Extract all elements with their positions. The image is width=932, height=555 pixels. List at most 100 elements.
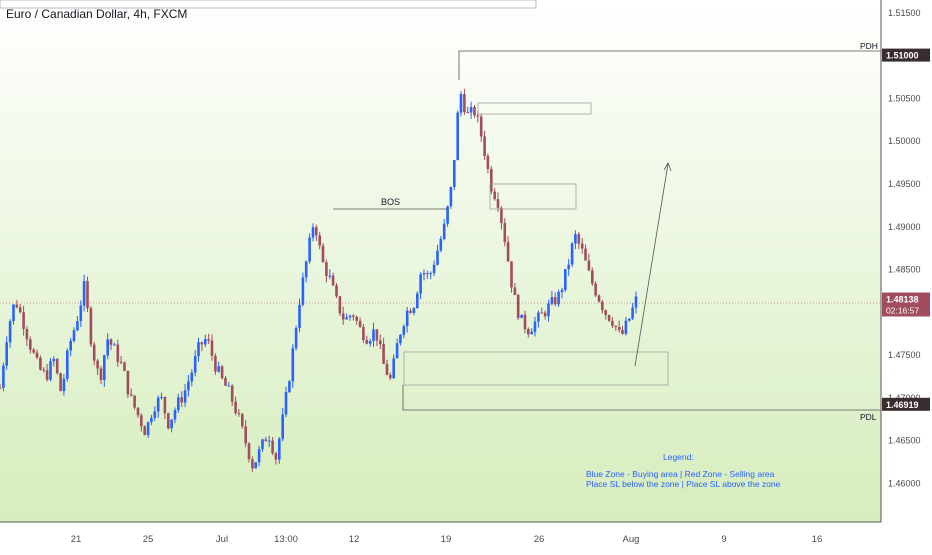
candle-body bbox=[574, 234, 577, 244]
candle-body bbox=[426, 273, 429, 274]
candle-body bbox=[621, 330, 624, 334]
candle-body bbox=[204, 339, 207, 345]
candle-body bbox=[372, 329, 375, 341]
candle-body bbox=[459, 94, 463, 113]
candle-body bbox=[537, 312, 540, 322]
bos-label: BOS bbox=[381, 197, 400, 207]
candle-body bbox=[597, 295, 601, 302]
candle-body bbox=[32, 349, 35, 353]
price-axis[interactable] bbox=[881, 0, 932, 550]
current-price-box bbox=[882, 292, 930, 317]
candle-body bbox=[69, 340, 72, 351]
candle-body bbox=[116, 344, 120, 362]
legend-heading: Legend: bbox=[663, 452, 694, 462]
candle-body bbox=[86, 281, 89, 309]
candle-body bbox=[197, 342, 200, 357]
candle-body bbox=[156, 397, 160, 412]
candle-body bbox=[308, 237, 311, 262]
candle-body bbox=[301, 277, 305, 305]
candle-body bbox=[281, 414, 284, 439]
candle-body bbox=[251, 459, 254, 469]
candle-body bbox=[429, 273, 432, 275]
time-tick-label: 13:00 bbox=[274, 534, 298, 545]
candle-body bbox=[385, 363, 389, 375]
candle-body bbox=[153, 411, 157, 418]
candle-body bbox=[35, 352, 39, 358]
pdh-line bbox=[458, 50, 881, 80]
candle-body bbox=[611, 320, 614, 326]
candle-body bbox=[530, 331, 533, 335]
candle-body bbox=[284, 392, 288, 415]
candle-body bbox=[82, 281, 86, 306]
candle-body bbox=[580, 243, 584, 249]
legend-line-1: Blue Zone - Buying area | Red Zone - Sel… bbox=[586, 469, 775, 479]
candle-body bbox=[18, 307, 22, 313]
candle-body bbox=[617, 327, 621, 330]
candle-body bbox=[469, 107, 473, 113]
pdl-label: PDL bbox=[860, 412, 877, 422]
candle-body bbox=[237, 413, 241, 415]
candle-body bbox=[76, 321, 79, 331]
candle-body bbox=[257, 449, 261, 463]
candle-body bbox=[119, 361, 123, 363]
candle-body bbox=[628, 318, 631, 321]
candle-body bbox=[170, 419, 173, 429]
candle-body bbox=[560, 290, 564, 293]
candle-body bbox=[123, 362, 126, 371]
candle-body bbox=[584, 248, 587, 261]
candle-body bbox=[129, 394, 133, 396]
time-axis[interactable] bbox=[0, 522, 881, 550]
candle-body bbox=[190, 372, 194, 382]
candle-body bbox=[338, 296, 342, 314]
candle-body bbox=[614, 325, 618, 327]
candle-body bbox=[291, 348, 295, 382]
candle-body bbox=[591, 270, 594, 284]
candle-body bbox=[89, 308, 93, 345]
plot-background bbox=[0, 0, 881, 522]
candle-body bbox=[456, 112, 459, 161]
candle-body bbox=[180, 397, 183, 403]
candle-body bbox=[0, 387, 2, 389]
candle-body bbox=[267, 440, 271, 442]
candle-body bbox=[375, 329, 379, 341]
time-ticks: 21 25 Jul 13:00 12 19 26 Aug 9 16 bbox=[71, 534, 823, 545]
candle-body bbox=[294, 328, 298, 349]
candle-body bbox=[577, 234, 581, 244]
candle-body bbox=[177, 397, 180, 411]
candle-body bbox=[557, 292, 560, 305]
candle-body bbox=[412, 308, 416, 313]
candle-body bbox=[352, 315, 355, 317]
top-zone-outline bbox=[0, 0, 537, 9]
candle-body bbox=[399, 334, 402, 344]
pdh-price-label-bg bbox=[882, 48, 930, 62]
candle-body bbox=[5, 342, 8, 366]
candle-body bbox=[96, 360, 99, 369]
candle-body bbox=[463, 94, 466, 112]
red-zone-middle bbox=[489, 183, 577, 210]
candle-body bbox=[432, 264, 436, 274]
candle-body bbox=[564, 269, 567, 290]
candle-body bbox=[402, 326, 406, 335]
candle-body bbox=[254, 462, 257, 469]
candle-body bbox=[207, 339, 210, 341]
candle-body bbox=[416, 293, 419, 309]
countdown-label: 02:16:57 bbox=[886, 306, 919, 316]
candle-body bbox=[12, 304, 15, 322]
candle-body bbox=[439, 238, 443, 251]
candle-body bbox=[392, 358, 395, 379]
candle-body bbox=[335, 285, 338, 297]
candle-body bbox=[29, 339, 32, 350]
candle-body bbox=[325, 262, 328, 277]
candle-body bbox=[486, 155, 490, 169]
time-tick-label: 16 bbox=[812, 534, 823, 545]
candle-body bbox=[261, 439, 264, 450]
candle-body bbox=[150, 417, 153, 423]
candle-body bbox=[55, 358, 59, 374]
price-tick-label: 1.49500 bbox=[888, 179, 921, 189]
candle-body bbox=[315, 227, 318, 236]
candle-body bbox=[520, 314, 523, 318]
candle-body bbox=[479, 116, 483, 137]
